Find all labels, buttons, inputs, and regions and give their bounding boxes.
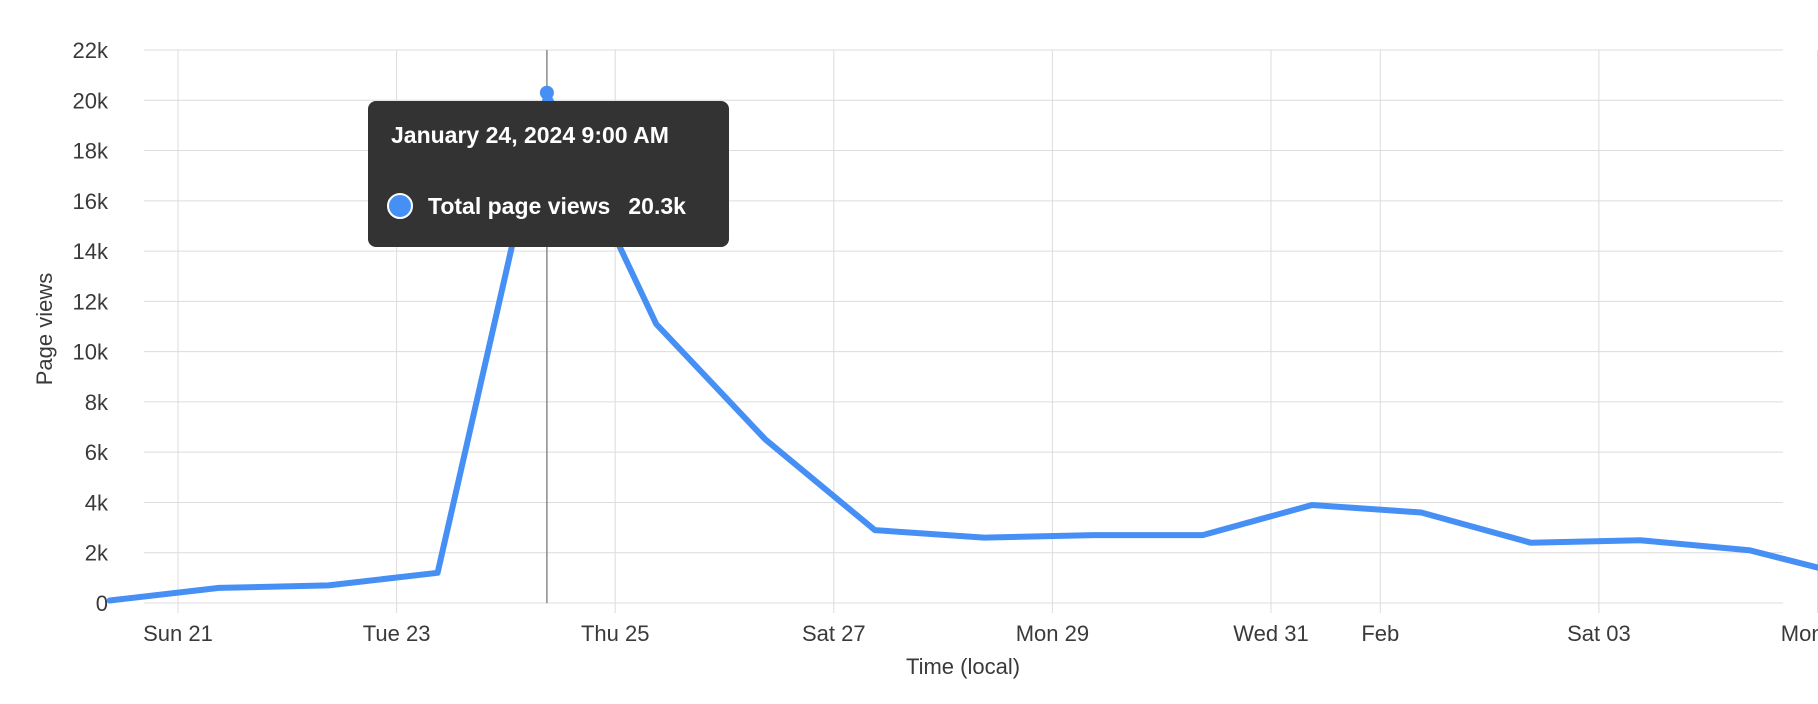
data-point[interactable] [325, 582, 331, 588]
tooltip-title: January 24, 2024 9:00 AM [391, 122, 669, 148]
x-tick-label: Feb [1361, 621, 1399, 646]
y-tick-label: 10k [73, 340, 109, 365]
x-axis-title: Time (local) [906, 654, 1020, 679]
y-tick-label: 0 [96, 591, 108, 616]
series-line-total-page-views[interactable] [106, 89, 1818, 604]
y-tick-label: 4k [85, 490, 109, 515]
tooltip-series-label: Total page views [428, 192, 611, 219]
x-tick-label: Mon 05 [1781, 621, 1818, 646]
data-point[interactable] [435, 570, 441, 576]
data-point[interactable] [1528, 540, 1534, 546]
x-tick-label: Tue 23 [363, 621, 431, 646]
chart-tooltip: January 24, 2024 9:00 AM Total page view… [368, 101, 729, 247]
hover-point[interactable] [539, 85, 554, 100]
data-point[interactable] [1090, 532, 1096, 538]
data-point[interactable] [872, 527, 878, 533]
data-point[interactable] [216, 585, 222, 591]
data-point[interactable] [1418, 510, 1424, 516]
tooltip-series-row: Total page views 20.3k [387, 191, 686, 221]
y-tick-label: 8k [85, 390, 109, 415]
data-point[interactable] [1637, 537, 1643, 543]
x-tick-label: Mon 29 [1016, 621, 1089, 646]
x-tick-label: Sat 27 [802, 621, 866, 646]
x-tick-label: Wed 31 [1233, 621, 1308, 646]
y-axis-ticks: 0 2k 4k 6k 8k 10k 12k 14k 16k 18k 20k 22k [73, 38, 109, 616]
y-tick-label: 22k [73, 38, 109, 63]
y-tick-label: 6k [85, 440, 109, 465]
data-point[interactable] [762, 437, 768, 443]
series-points [107, 90, 1818, 604]
tooltip-series-value: 20.3k [628, 192, 686, 219]
y-axis-title: Page views [32, 273, 57, 386]
y-tick-label: 20k [73, 88, 109, 113]
data-point[interactable] [107, 597, 113, 603]
data-point[interactable] [1200, 532, 1206, 538]
data-point[interactable] [981, 535, 987, 541]
data-point[interactable] [653, 321, 659, 327]
series-color-swatch [387, 193, 413, 219]
y-tick-label: 12k [73, 289, 109, 314]
y-tick-label: 18k [73, 139, 109, 164]
x-tick-label: Sat 03 [1567, 621, 1631, 646]
data-point[interactable] [1309, 502, 1315, 508]
y-tick-label: 16k [73, 189, 109, 214]
grid-lines [144, 49, 1818, 613]
x-axis-ticks: Sun 21 Tue 23 Thu 25 Sat 27 Mon 29 Wed 31 Feb S… [143, 621, 1818, 646]
y-tick-label: 14k [73, 239, 109, 264]
x-tick-label: Thu 25 [581, 621, 650, 646]
data-point[interactable] [1746, 547, 1752, 553]
x-tick-label: Sun 21 [143, 621, 213, 646]
y-tick-label: 2k [85, 541, 109, 566]
